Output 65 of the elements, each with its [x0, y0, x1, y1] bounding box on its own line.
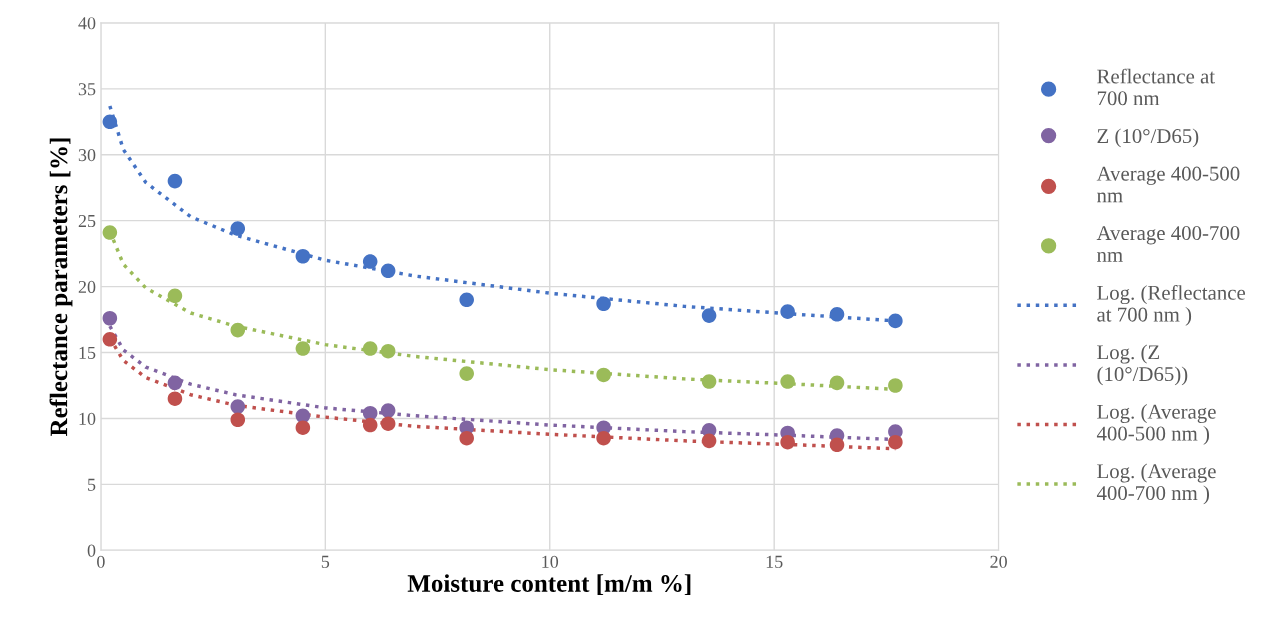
y-tick-label: 0	[87, 544, 96, 557]
x-tick-label: 15	[766, 555, 783, 568]
legend-label: Log. (Average 400-700 nm )	[1096, 463, 1216, 505]
point	[780, 304, 795, 319]
x-tick-label: 5	[321, 555, 330, 568]
legend-label: Reflectance at 700 nm	[1097, 68, 1215, 106]
point	[362, 254, 378, 269]
point	[459, 292, 474, 308]
y-tick-label: 10	[79, 412, 96, 425]
legend-label: Log. (Z (10°/D65))	[1097, 344, 1188, 386]
point	[596, 367, 611, 383]
point	[829, 375, 845, 391]
point	[362, 405, 378, 421]
y-axis-title: Reflectance parameters [%]	[49, 138, 73, 437]
point	[230, 221, 246, 236]
x-axis-title: Moisture content [m/m %]	[407, 574, 691, 595]
y-tick-label: 35	[78, 83, 96, 96]
legend-label: Log. (Average 400-500 nm )	[1096, 404, 1216, 445]
point	[102, 310, 118, 326]
legend-label: Average 400-500 nm	[1096, 166, 1240, 203]
point	[230, 412, 246, 428]
legend-label: Z (10°/D65)	[1097, 128, 1199, 148]
point	[829, 307, 845, 322]
point	[459, 366, 474, 381]
point	[167, 288, 183, 304]
y-tick-label: 5	[88, 478, 96, 491]
legend-label: Log. (Reflectance at 700 nm )	[1097, 284, 1246, 326]
legend-label: Average 400-700 nm	[1096, 226, 1240, 262]
y-tick-label: 40	[78, 17, 96, 30]
point	[102, 332, 118, 347]
point	[380, 343, 396, 359]
point	[167, 391, 183, 406]
point	[596, 430, 611, 446]
point	[459, 430, 474, 446]
point	[596, 296, 611, 312]
point	[701, 308, 717, 323]
x-tick-label: 0	[97, 555, 105, 568]
point	[380, 403, 396, 418]
point	[102, 225, 118, 240]
point	[380, 263, 396, 279]
point	[701, 433, 717, 449]
point	[888, 378, 903, 393]
point	[102, 114, 118, 130]
point	[780, 374, 795, 389]
point	[829, 437, 845, 453]
y-tick-label: 30	[78, 149, 96, 162]
point	[167, 173, 183, 189]
point	[167, 375, 183, 391]
point	[380, 416, 396, 431]
y-tick-label: 20	[78, 280, 96, 294]
point	[888, 434, 903, 450]
point	[780, 434, 795, 450]
point	[230, 399, 246, 414]
point	[230, 322, 246, 338]
point	[295, 341, 311, 356]
x-tick-label: 20	[990, 555, 1007, 568]
point	[888, 313, 903, 329]
point	[295, 248, 311, 264]
point	[362, 417, 378, 433]
point	[295, 420, 311, 435]
point	[362, 341, 378, 356]
x-tick-label: 10	[542, 555, 559, 568]
y-tick-label: 15	[79, 346, 96, 359]
y-tick-label: 25	[78, 214, 96, 228]
point	[701, 374, 717, 389]
